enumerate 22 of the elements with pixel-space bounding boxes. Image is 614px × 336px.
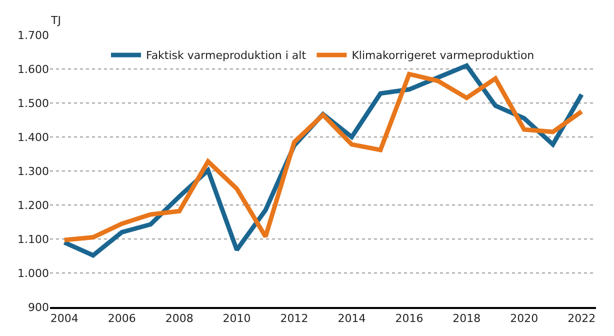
x-tick-label: 2018: [452, 312, 481, 325]
legend-label: Klimakorrigeret varmeproduktion: [352, 49, 534, 62]
y-tick-label: 1.600: [18, 62, 49, 76]
x-tick-label: 2012: [280, 312, 308, 325]
x-tick-label: 2020: [510, 312, 538, 325]
legend-label: Faktisk varmeproduktion i alt: [146, 49, 307, 62]
y-tick-label: 900: [28, 300, 49, 314]
x-tick-label: 2010: [222, 312, 251, 325]
x-tick-label: 2014: [338, 312, 366, 325]
y-tick-label: 1.500: [18, 96, 49, 110]
y-tick-label: 1.300: [18, 164, 49, 178]
x-tick-label: 2006: [108, 312, 136, 325]
x-tick-label: 2008: [165, 312, 194, 325]
y-tick-label: 1.700: [18, 28, 49, 42]
y-tick-label: 1.100: [18, 232, 49, 246]
x-tick-label: 2016: [395, 312, 424, 325]
y-tick-label: 1.200: [18, 198, 49, 212]
x-tick-label: 2022: [568, 312, 596, 325]
y-axis-title: TJ: [50, 14, 61, 27]
x-tick-label: 2004: [50, 312, 78, 325]
y-tick-label: 1.400: [18, 130, 49, 144]
y-tick-label: 1.000: [18, 266, 49, 280]
